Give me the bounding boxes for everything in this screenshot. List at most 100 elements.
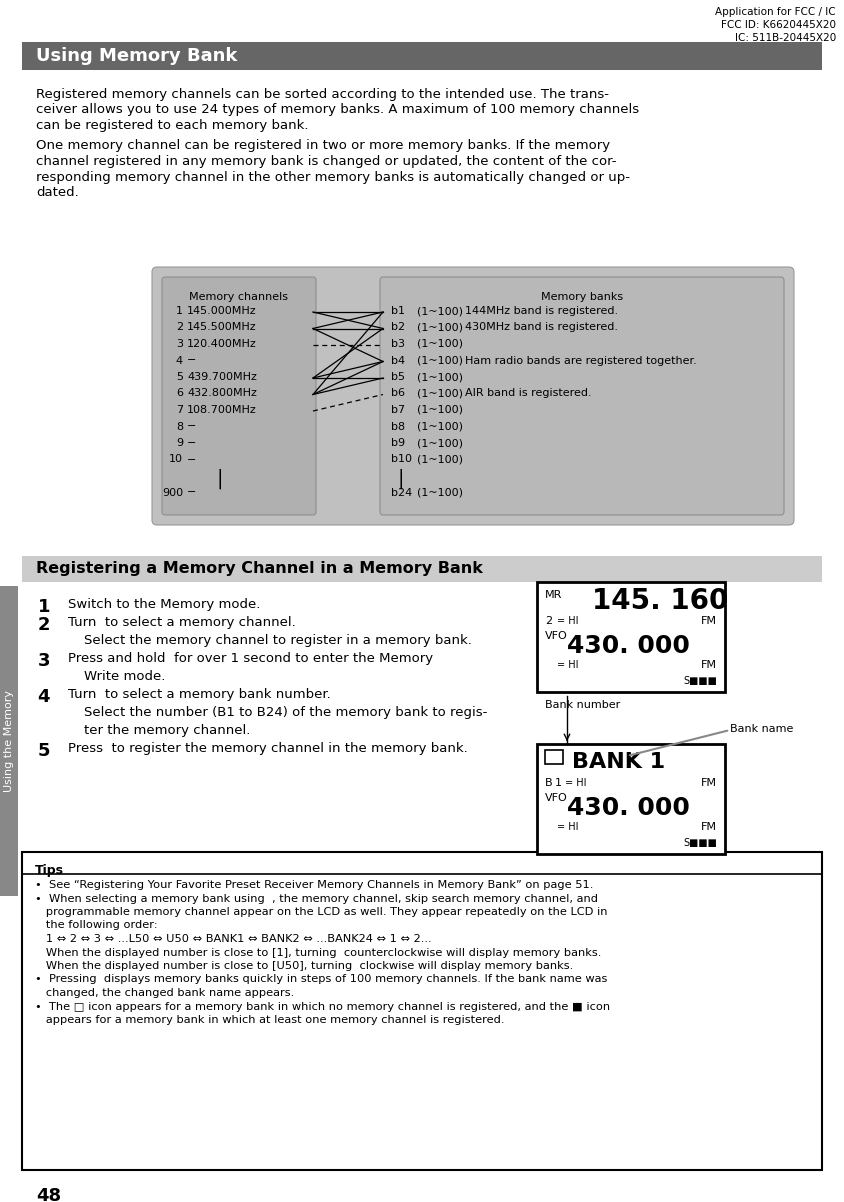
Text: Ham radio bands are registered together.: Ham radio bands are registered together. — [464, 356, 696, 365]
Text: FM: FM — [701, 660, 717, 670]
Text: b2: b2 — [391, 322, 404, 333]
Text: Using Memory Bank: Using Memory Bank — [36, 47, 237, 65]
Text: (1~100): (1~100) — [416, 307, 463, 316]
Text: b6: b6 — [391, 388, 404, 399]
Text: −: − — [187, 488, 196, 498]
Bar — [22, 42, 821, 70]
Bar — [22, 852, 821, 1170]
Text: b4: b4 — [391, 356, 404, 365]
Text: Write mode.: Write mode. — [84, 670, 165, 683]
Text: dated.: dated. — [36, 186, 78, 200]
Text: 145. 160: 145. 160 — [592, 587, 728, 615]
Text: = HI: = HI — [556, 615, 578, 626]
Text: 3: 3 — [37, 651, 50, 670]
Text: 5: 5 — [176, 371, 183, 382]
Text: ⎪: ⎪ — [214, 469, 226, 489]
Text: b10: b10 — [391, 454, 412, 464]
Text: Memory channels: Memory channels — [189, 292, 288, 302]
Text: −: − — [187, 454, 196, 464]
Text: 439.700MHz: 439.700MHz — [187, 371, 257, 382]
Text: can be registered to each memory bank.: can be registered to each memory bank. — [36, 119, 308, 132]
Text: ⎪: ⎪ — [394, 469, 407, 489]
Text: (1~100): (1~100) — [416, 405, 463, 415]
Text: 144MHz band is registered.: 144MHz band is registered. — [464, 307, 618, 316]
Text: 120.400MHz: 120.400MHz — [187, 339, 257, 349]
Text: 1 ⇔ 2 ⇔ 3 ⇔ ...L50 ⇔ U50 ⇔ BANK1 ⇔ BANK2 ⇔ ...BANK24 ⇔ 1 ⇔ 2...: 1 ⇔ 2 ⇔ 3 ⇔ ...L50 ⇔ U50 ⇔ BANK1 ⇔ BANK2… — [35, 934, 431, 944]
Text: When the displayed number is close to [1], turning  counterclockwise will displa: When the displayed number is close to [1… — [35, 947, 601, 958]
Text: 2: 2 — [176, 322, 183, 333]
Text: 3: 3 — [176, 339, 183, 349]
FancyBboxPatch shape — [162, 276, 316, 514]
Text: Bank number: Bank number — [544, 700, 619, 710]
Text: Switch to the Memory mode.: Switch to the Memory mode. — [68, 599, 260, 611]
Text: Bank name: Bank name — [729, 724, 793, 734]
Text: 4: 4 — [176, 356, 183, 365]
Text: 5: 5 — [37, 742, 50, 760]
Text: AIR band is registered.: AIR band is registered. — [464, 388, 591, 399]
Text: 4: 4 — [37, 688, 50, 706]
Text: 108.700MHz: 108.700MHz — [187, 405, 257, 415]
Text: When the displayed number is close to [U50], turning  clockwise will display mem: When the displayed number is close to [U… — [35, 962, 572, 971]
Bar — [537, 582, 724, 692]
Text: Tips: Tips — [35, 864, 64, 877]
Text: b1: b1 — [391, 307, 404, 316]
Text: −: − — [187, 438, 196, 448]
Bar — [0, 587, 18, 895]
Text: = HI: = HI — [556, 660, 578, 670]
Text: (1~100): (1~100) — [416, 438, 463, 448]
Text: BANK 1: BANK 1 — [571, 752, 664, 772]
Text: FCC ID: K6620445X20: FCC ID: K6620445X20 — [720, 20, 835, 30]
Text: appears for a memory bank in which at least one memory channel is registered.: appears for a memory bank in which at le… — [35, 1014, 504, 1025]
Text: VFO: VFO — [544, 631, 567, 641]
Text: 8: 8 — [176, 422, 183, 432]
Text: −: − — [187, 356, 196, 365]
Text: 145.500MHz: 145.500MHz — [187, 322, 257, 333]
Text: Using the Memory: Using the Memory — [4, 690, 14, 792]
Text: (1~100): (1~100) — [416, 322, 463, 333]
Text: IC: 511B-20445X20: IC: 511B-20445X20 — [734, 32, 835, 43]
Text: 1: 1 — [176, 307, 183, 316]
Text: Select the number (B1 to B24) of the memory bank to regis-: Select the number (B1 to B24) of the mem… — [84, 706, 487, 719]
Text: 9: 9 — [176, 438, 183, 448]
Text: FM: FM — [701, 822, 717, 832]
Text: 2: 2 — [37, 615, 50, 633]
Text: b9: b9 — [391, 438, 404, 448]
Text: S■■■: S■■■ — [682, 838, 717, 847]
Text: (1~100): (1~100) — [416, 454, 463, 464]
Text: b24: b24 — [391, 488, 412, 498]
Text: 430MHz band is registered.: 430MHz band is registered. — [464, 322, 617, 333]
Text: b5: b5 — [391, 371, 404, 382]
Text: Turn  to select a memory bank number.: Turn to select a memory bank number. — [68, 688, 330, 701]
Text: 430. 000: 430. 000 — [566, 796, 689, 820]
Text: 2: 2 — [544, 615, 551, 626]
Text: (1~100): (1~100) — [416, 371, 463, 382]
Text: Turn  to select a memory channel.: Turn to select a memory channel. — [68, 615, 295, 629]
Text: 48: 48 — [36, 1188, 61, 1202]
Text: (1~100): (1~100) — [416, 356, 463, 365]
Text: 900: 900 — [162, 488, 183, 498]
Text: = HI: = HI — [556, 822, 578, 832]
Text: the following order:: the following order: — [35, 921, 158, 930]
Text: 430. 000: 430. 000 — [566, 633, 689, 657]
Text: FM: FM — [701, 778, 717, 789]
Text: 1: 1 — [555, 778, 561, 789]
Text: 10: 10 — [169, 454, 183, 464]
Text: FM: FM — [701, 615, 717, 626]
Text: Select the memory channel to register in a memory bank.: Select the memory channel to register in… — [84, 633, 471, 647]
Text: •  When selecting a memory bank using  , the memory channel, skip search memory : • When selecting a memory bank using , t… — [35, 893, 598, 904]
Text: (1~100): (1~100) — [416, 388, 463, 399]
Text: B: B — [544, 778, 552, 789]
Text: 432.800MHz: 432.800MHz — [187, 388, 257, 399]
Text: •  Pressing  displays memory banks quickly in steps of 100 memory channels. If t: • Pressing displays memory banks quickly… — [35, 975, 607, 984]
Text: VFO: VFO — [544, 793, 567, 803]
Text: changed, the changed bank name appears.: changed, the changed bank name appears. — [35, 988, 294, 998]
Bar — [22, 557, 821, 582]
Text: Application for FCC / IC: Application for FCC / IC — [715, 7, 835, 17]
Text: One memory channel can be registered in two or more memory banks. If the memory: One memory channel can be registered in … — [36, 139, 609, 153]
Text: S■■■: S■■■ — [682, 676, 717, 686]
Text: •  See “Registering Your Favorite Preset Receiver Memory Channels in Memory Bank: • See “Registering Your Favorite Preset … — [35, 880, 592, 889]
Text: (1~100): (1~100) — [416, 422, 463, 432]
Text: Registered memory channels can be sorted according to the intended use. The tran: Registered memory channels can be sorted… — [36, 88, 609, 101]
Text: programmable memory channel appear on the LCD as well. They appear repeatedly on: programmable memory channel appear on th… — [35, 908, 607, 917]
Text: ceiver allows you to use 24 types of memory banks. A maximum of 100 memory chann: ceiver allows you to use 24 types of mem… — [36, 103, 638, 117]
